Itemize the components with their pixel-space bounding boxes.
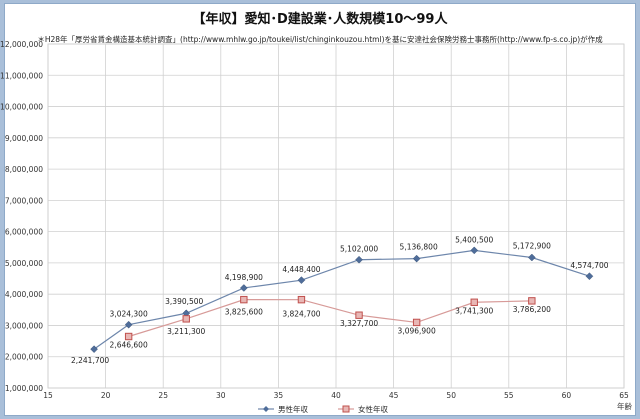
female-data-point xyxy=(412,318,421,327)
data-label: 3,327,700 xyxy=(340,319,378,328)
legend-label-male: 男性年収 xyxy=(278,404,308,414)
data-label: 3,825,600 xyxy=(225,308,263,317)
series-line-1 xyxy=(93,249,590,350)
y-tick-label: 1,000,000 xyxy=(5,384,43,393)
female-data-point xyxy=(124,332,133,341)
y-tick-label: 5,000,000 xyxy=(5,259,43,268)
data-labels: 2,241,700 3,024,300 3,390,500 4,198,900 4,44… xyxy=(71,235,609,365)
y-tick-label: 7,000,000 xyxy=(5,196,43,205)
y-tick-label: 2,000,000 xyxy=(5,353,43,362)
data-label: 3,786,200 xyxy=(513,305,551,314)
data-label: 4,448,400 xyxy=(282,265,320,274)
legend-marker-female xyxy=(342,405,350,413)
male-data-point xyxy=(239,284,248,292)
female-data-point xyxy=(470,298,478,306)
y-tick-label: 6,000,000 xyxy=(5,228,43,237)
y-tick-label: 4,000,000 xyxy=(5,290,43,299)
male-data-point xyxy=(470,246,479,255)
female-data-point xyxy=(182,315,190,323)
male-data-point xyxy=(412,254,421,263)
female-data-point xyxy=(240,295,248,304)
x-tick-label: 25 xyxy=(158,391,168,400)
y-tick-label: 3,000,000 xyxy=(5,321,43,330)
x-tick-label: 65 xyxy=(619,391,629,400)
male-data-point xyxy=(355,255,363,264)
chart-title: 【年収】愛知･D建設業･人数規模10～99人 xyxy=(192,12,448,27)
x-tick-label: 20 xyxy=(101,391,111,400)
female-data-point xyxy=(355,311,363,319)
data-label: 3,390,500 xyxy=(165,297,203,306)
data-label: 2,241,700 xyxy=(71,356,109,365)
series-markers xyxy=(90,246,594,354)
y-tick-label: 12,000,000 xyxy=(0,40,43,49)
legend: 男性年収 女性年収 xyxy=(258,404,388,414)
male-data-point xyxy=(527,253,536,262)
series-line-2 xyxy=(128,299,532,338)
x-tick-label: 50 xyxy=(446,391,456,400)
data-label: 3,211,300 xyxy=(167,327,205,336)
male-data-point xyxy=(90,345,98,354)
data-label: 3,824,700 xyxy=(282,310,320,319)
x-tick-label: 60 xyxy=(562,391,572,400)
data-label: 3,096,900 xyxy=(398,326,436,335)
y-tick-label: 8,000,000 xyxy=(5,165,43,174)
x-tick-label: 55 xyxy=(504,391,514,400)
chart-subtitle: ＊H28年「厚労省賃金構造基本統計調査」(http://www.mhlw.go.… xyxy=(37,35,603,44)
x-tick-label: 45 xyxy=(389,391,399,400)
y-tick-label: 11,000,000 xyxy=(0,71,43,80)
female-data-point xyxy=(297,295,306,304)
data-label: 3,024,300 xyxy=(110,310,148,319)
data-label: 4,198,900 xyxy=(225,273,263,282)
axes: 1,000,000 2,000,000 3,000,000 4,000,000 5,00… xyxy=(0,40,632,411)
x-axis-label: 年齢 xyxy=(617,401,632,411)
y-tick-label: 10,000,000 xyxy=(0,103,43,112)
x-tick-label: 40 xyxy=(331,391,341,400)
data-label: 2,646,600 xyxy=(110,341,148,350)
male-data-point xyxy=(297,276,306,285)
data-label: 5,172,900 xyxy=(513,242,551,251)
x-tick-label: 35 xyxy=(274,391,284,400)
x-tick-label: 15 xyxy=(43,391,53,400)
legend-label-female: 女性年収 xyxy=(358,404,388,414)
gridlines xyxy=(47,43,625,389)
x-tick-label: 30 xyxy=(216,391,226,400)
series-lines xyxy=(93,249,590,350)
legend-marker-male xyxy=(263,406,269,412)
data-label: 5,136,800 xyxy=(400,243,438,252)
data-label: 3,741,300 xyxy=(455,306,493,315)
male-data-point xyxy=(124,320,133,329)
data-label: 4,574,700 xyxy=(570,261,608,270)
data-label: 5,102,000 xyxy=(340,245,378,254)
male-data-point xyxy=(585,272,594,281)
y-tick-label: 9,000,000 xyxy=(5,134,43,143)
female-data-point xyxy=(528,297,536,305)
data-label: 5,400,500 xyxy=(455,235,493,244)
